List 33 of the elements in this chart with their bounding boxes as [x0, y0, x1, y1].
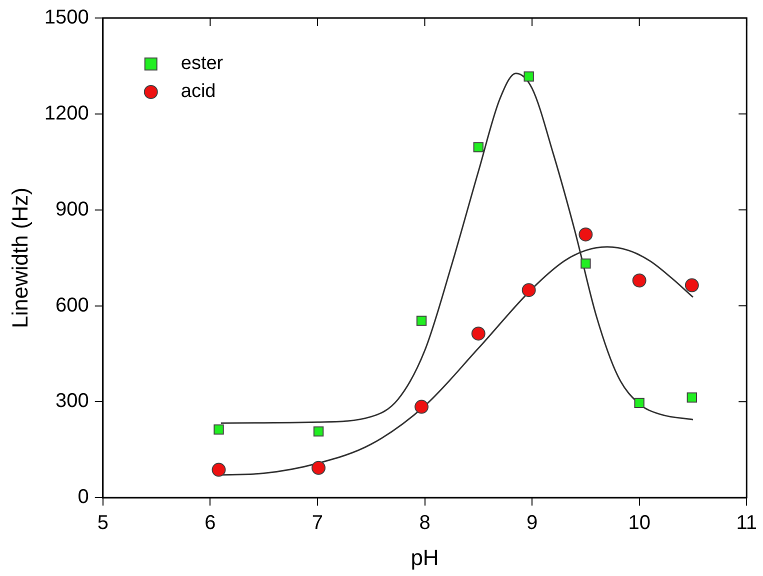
y-tick-label: 1200 [44, 102, 89, 124]
x-tick-label: 7 [312, 512, 324, 534]
x-tick-label: 8 [419, 512, 430, 534]
x-tick-label: 11 [736, 512, 757, 534]
x-axis-title: pH [410, 544, 439, 570]
point [414, 400, 429, 414]
point [578, 227, 593, 242]
point [214, 424, 224, 435]
y-tick-label: 600 [56, 294, 89, 316]
y-tick-label: 900 [56, 198, 89, 220]
y-tick-label: 0 [78, 486, 89, 508]
x-tick-label: 5 [97, 512, 108, 534]
point [212, 462, 226, 477]
legend-label: acid [180, 81, 216, 102]
point [416, 316, 427, 326]
point [522, 283, 536, 298]
y-tick-label: 300 [56, 390, 89, 412]
y-tick-label: 1500 [44, 6, 89, 29]
point [524, 71, 534, 82]
x-tick-label: 10 [628, 512, 650, 534]
point [473, 142, 484, 152]
x-tick-label: 9 [526, 512, 538, 534]
point [471, 326, 486, 341]
legend-label: ester [180, 53, 224, 74]
point [313, 426, 324, 437]
point [312, 460, 326, 475]
y-axis-title: Linewidth (Hz) [7, 187, 32, 328]
point [684, 278, 699, 292]
point [632, 274, 646, 288]
point [686, 392, 697, 403]
point [634, 398, 644, 408]
point [580, 258, 591, 269]
x-tick-label: 6 [204, 512, 216, 534]
